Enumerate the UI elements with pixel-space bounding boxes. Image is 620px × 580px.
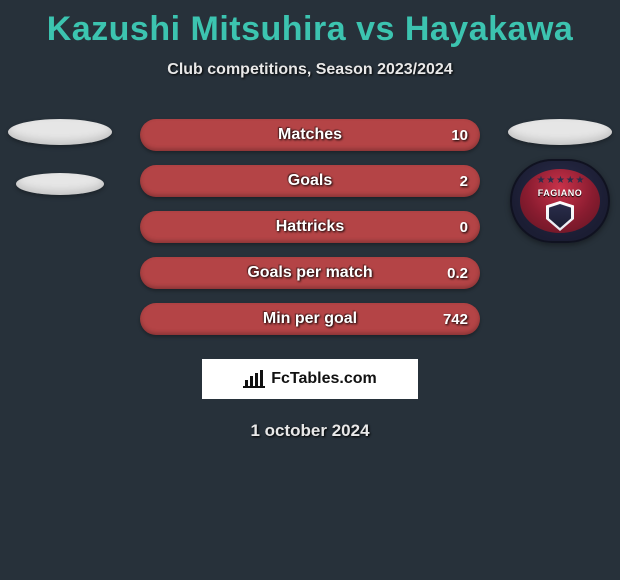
star-icon: ★ ★ ★ ★ ★ <box>537 175 584 186</box>
comparison-panel: ★ ★ ★ ★ ★ FAGIANO Matches 10 Goals 2 Hat… <box>0 119 620 441</box>
subtitle: Club competitions, Season 2023/2024 <box>0 61 620 79</box>
avatar <box>508 119 612 145</box>
stat-value-right: 10 <box>451 119 468 151</box>
stat-row-goals-per-match: Goals per match 0.2 <box>140 257 480 289</box>
stat-value-right: 0.2 <box>447 257 468 289</box>
date-text: 1 october 2024 <box>0 421 620 441</box>
stat-label: Matches <box>140 119 480 151</box>
right-player-column: ★ ★ ★ ★ ★ FAGIANO <box>500 119 620 243</box>
left-player-column <box>0 119 120 195</box>
stat-label: Goals <box>140 165 480 197</box>
stat-label: Min per goal <box>140 303 480 335</box>
stat-value-right: 2 <box>460 165 468 197</box>
stat-row-matches: Matches 10 <box>140 119 480 151</box>
stat-value-right: 742 <box>443 303 468 335</box>
stat-row-goals: Goals 2 <box>140 165 480 197</box>
page-title: Kazushi Mitsuhira vs Hayakawa <box>0 0 620 49</box>
stat-value-right: 0 <box>460 211 468 243</box>
stat-row-hattricks: Hattricks 0 <box>140 211 480 243</box>
stat-row-min-per-goal: Min per goal 742 <box>140 303 480 335</box>
brand-text: FcTables.com <box>271 370 377 388</box>
brand-box[interactable]: FcTables.com <box>202 359 418 399</box>
club-badge: ★ ★ ★ ★ ★ FAGIANO <box>510 159 610 243</box>
avatar <box>16 173 104 195</box>
shield-icon <box>546 201 574 231</box>
club-badge-text: FAGIANO <box>538 188 583 198</box>
chart-icon <box>243 370 265 388</box>
stats-list: Matches 10 Goals 2 Hattricks 0 Goals per… <box>140 119 480 335</box>
stat-label: Goals per match <box>140 257 480 289</box>
stat-label: Hattricks <box>140 211 480 243</box>
avatar <box>8 119 112 145</box>
